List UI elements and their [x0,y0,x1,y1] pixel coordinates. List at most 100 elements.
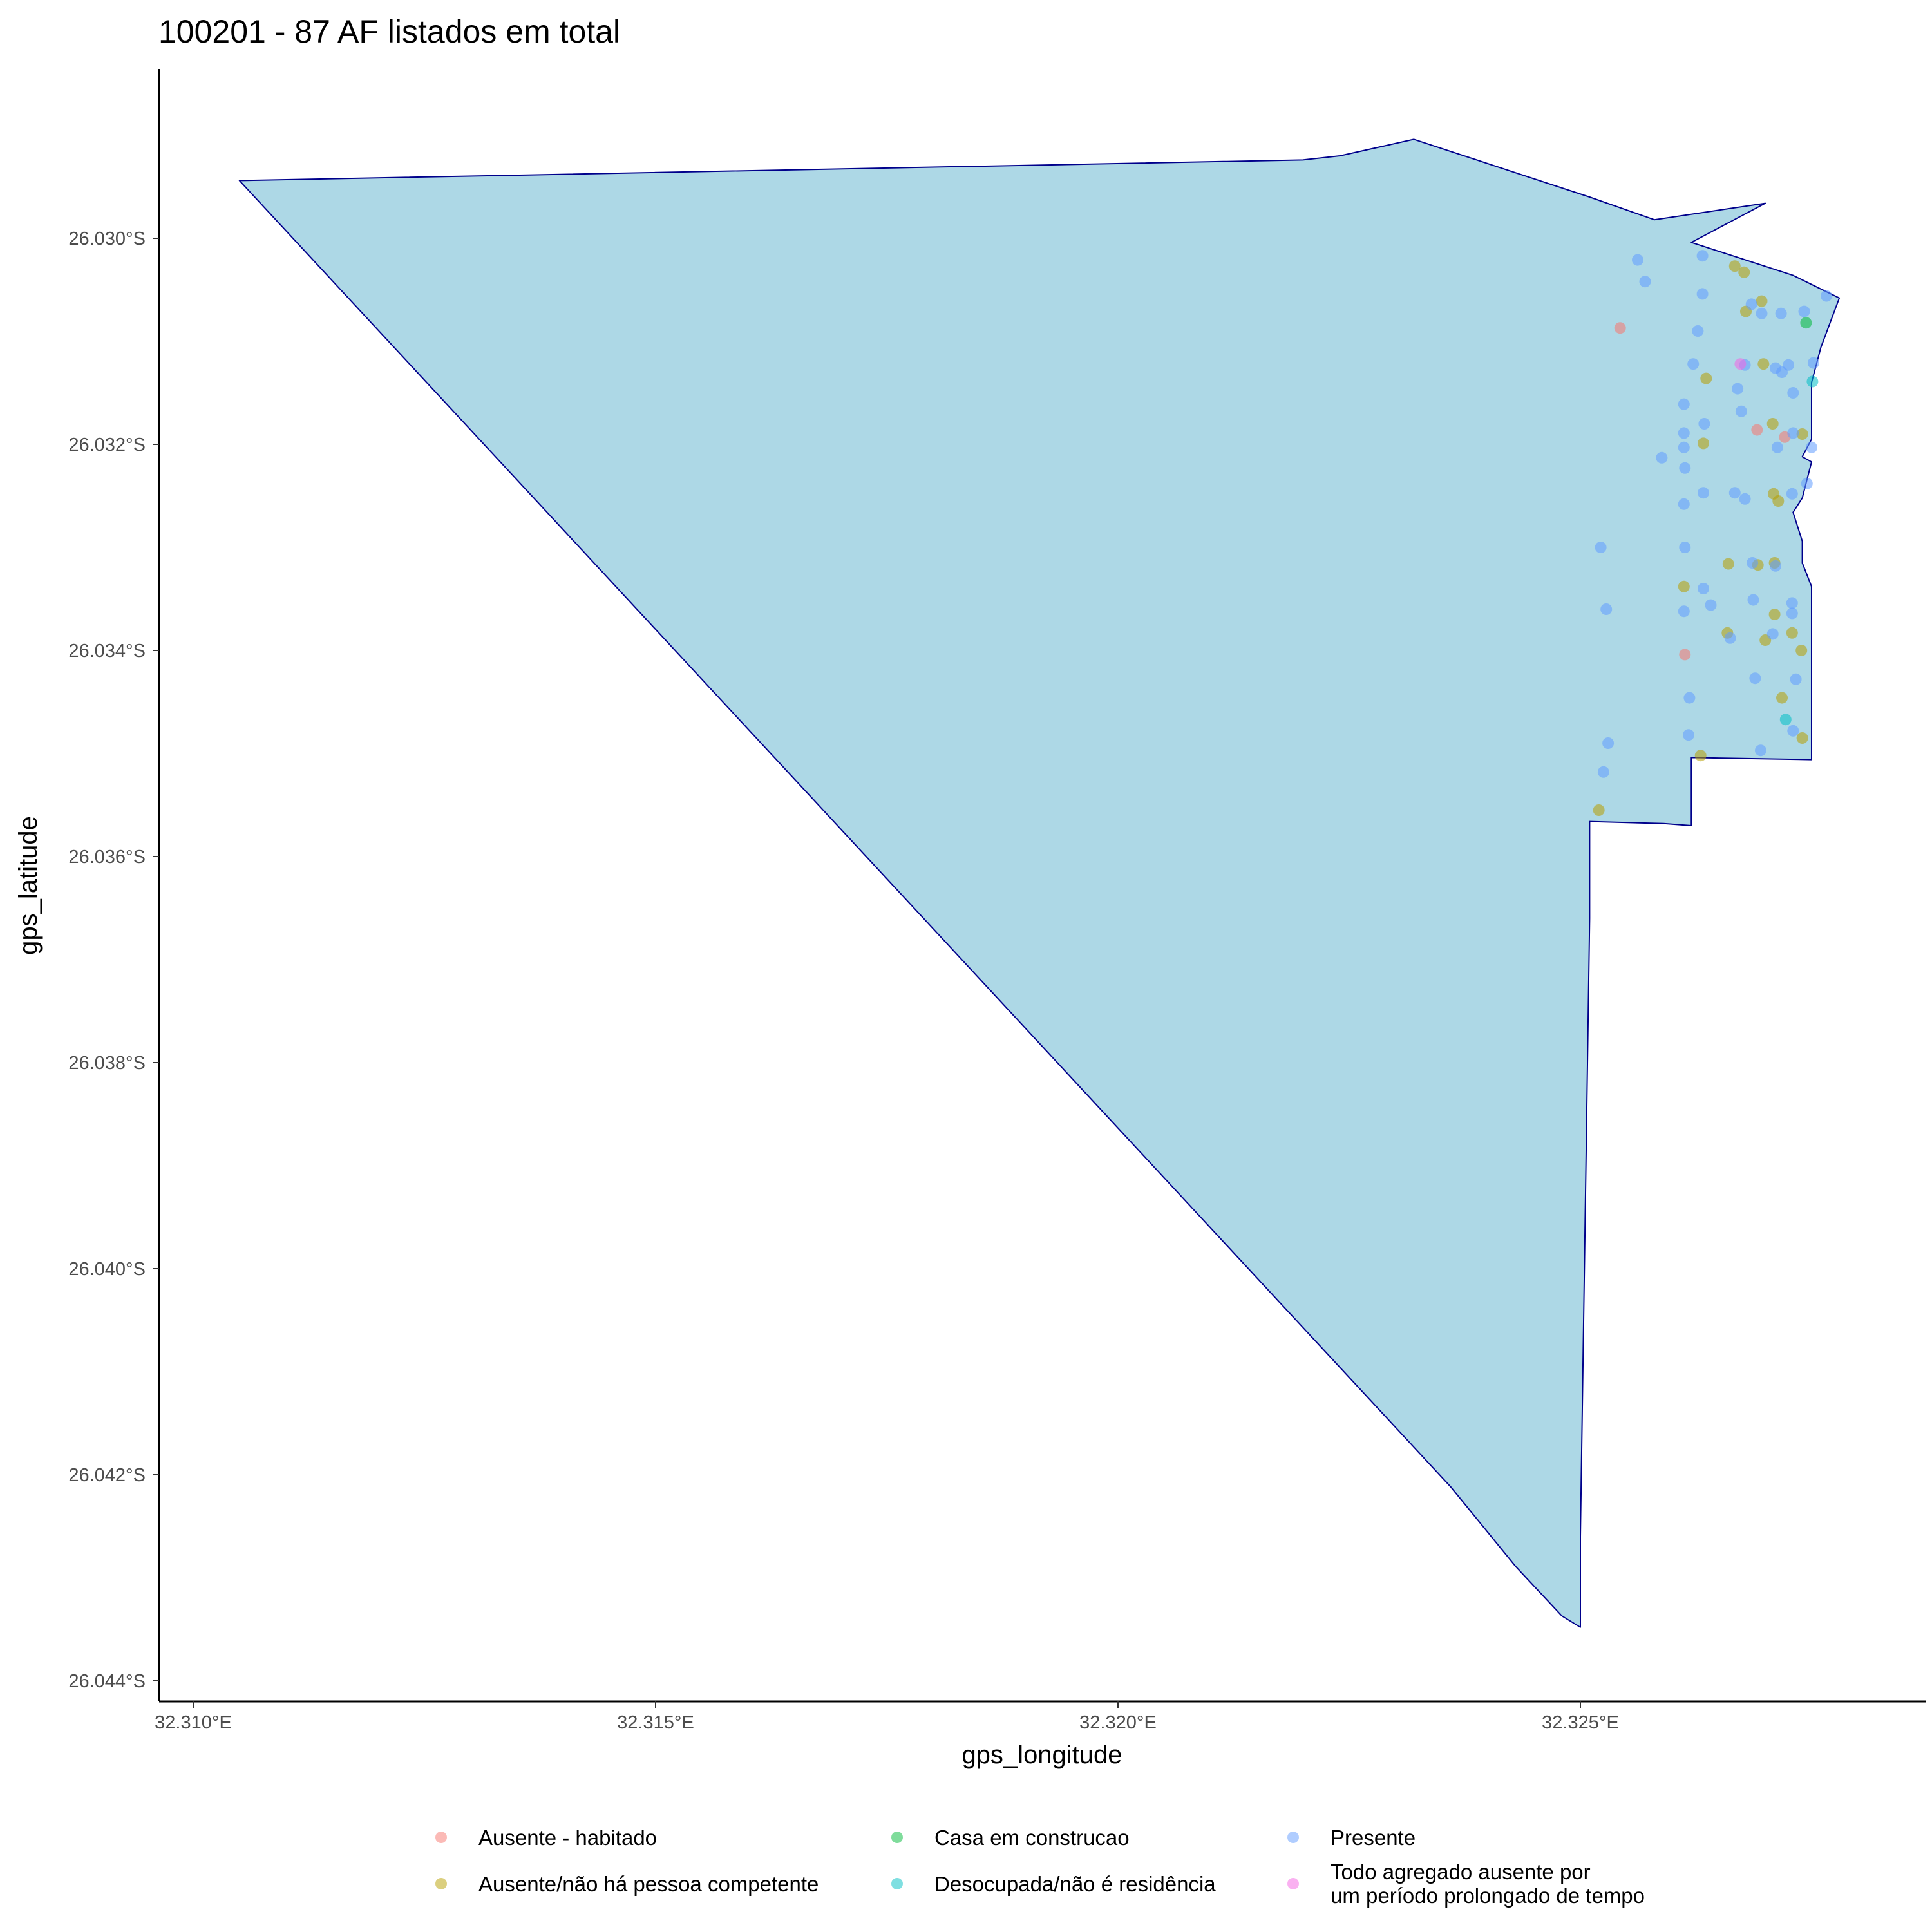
household-point [1796,732,1808,744]
household-point [1698,583,1709,594]
household-point [1783,359,1795,371]
y-tick-label: 26.034°S [68,641,146,661]
household-point [1728,260,1741,272]
series-4 [1595,250,1832,778]
legend-label-desocupada: Desocupada/não é residência [934,1872,1216,1896]
y-tick-label: 26.032°S [68,435,146,455]
chart-title: 100201 - 87 AF listados em total [158,14,620,50]
household-point [1739,493,1751,505]
household-point [1795,645,1808,656]
household-point [1692,325,1704,337]
household-point [1735,405,1747,417]
household-point [1800,317,1812,329]
y-axis-title: gps_latitude [14,816,43,955]
legend-key-desocupada [891,1878,903,1889]
household-point [1679,649,1691,661]
household-point [1696,250,1709,262]
x-tick-label: 32.310°E [155,1712,232,1733]
y-tick-label: 26.030°S [68,229,146,249]
household-point [1806,441,1817,453]
y-tick-label: 26.038°S [68,1053,146,1074]
legend-key-presente [1287,1832,1299,1843]
household-point [1678,580,1690,592]
household-point [1595,542,1607,553]
household-point [1738,266,1750,278]
household-point [1751,424,1763,436]
household-point [1787,387,1799,399]
household-point [1724,632,1736,644]
household-point [1786,627,1798,639]
household-point [1602,737,1615,749]
household-point [1766,628,1779,640]
y-axis-ticks: 26.030°S 26.032°S 26.034°S 26.036°S 26.038°S… [68,229,159,1692]
household-point [1807,357,1819,369]
household-point [1639,276,1651,288]
legend-key-ausente-nao-ha-pessoa [435,1878,447,1889]
household-point [1698,487,1709,499]
household-point [1698,437,1709,450]
legend: Ausente - habitado Ausente/não há pessoa… [435,1826,1645,1908]
household-point [1756,295,1768,307]
household-point [1732,383,1744,395]
household-point [1821,290,1832,302]
household-point [1786,597,1798,609]
household-point [1678,427,1690,439]
household-point [1593,804,1605,816]
legend-key-todo-agregado-ausente [1287,1878,1299,1889]
household-point [1796,428,1808,440]
x-tick-label: 32.315°E [617,1712,694,1733]
x-axis-ticks: 32.310°E 32.315°E 32.320°E 32.325°E [155,1701,1619,1733]
household-point [1694,750,1707,762]
series-5 [1734,358,1747,370]
series-3 [1779,375,1819,726]
household-point [1700,372,1712,384]
household-point [1766,418,1779,430]
household-point [1656,451,1668,464]
x-tick-label: 32.320°E [1079,1712,1157,1733]
household-point [1705,599,1717,611]
y-tick-label: 26.040°S [68,1259,146,1280]
x-tick-label: 32.325°E [1542,1712,1619,1733]
household-point [1728,487,1741,499]
household-point [1687,358,1700,370]
household-point [1696,288,1709,300]
household-point [1747,557,1759,569]
household-point [1790,673,1802,685]
plot-area [238,138,1841,1628]
household-point [1755,744,1766,757]
household-point [1597,766,1609,778]
household-point [1698,418,1710,430]
household-point [1770,560,1781,572]
household-point [1757,358,1770,370]
household-point [1734,358,1747,370]
household-point [1787,427,1799,439]
legend-label-ausente-habitado: Ausente - habitado [478,1826,657,1850]
household-point [1678,441,1690,453]
household-point [1745,298,1757,310]
series-0 [1614,322,1791,661]
household-point [1632,254,1643,266]
household-point [1683,729,1694,741]
legend-key-ausente-habitado [435,1832,447,1843]
y-tick-label: 26.042°S [68,1465,146,1486]
household-point [1806,375,1819,388]
household-point [1776,692,1788,704]
household-point [1756,307,1768,319]
legend-label-presente: Presente [1331,1826,1416,1850]
x-axis-title: gps_longitude [961,1741,1122,1769]
household-point [1768,609,1781,620]
y-tick-label: 26.044°S [68,1671,146,1692]
legend-key-casa-em-construcao [891,1832,903,1843]
household-point [1798,305,1810,317]
y-tick-label: 26.036°S [68,847,146,867]
legend-label-casa-em-construcao: Casa em construcao [934,1826,1130,1850]
household-point [1683,692,1696,704]
household-point [1678,498,1690,510]
household-point [1679,462,1691,474]
household-point [1801,477,1813,489]
area-boundary-polygon [238,138,1841,1628]
household-point [1722,558,1734,570]
legend-label-todo-agregado-ausente-line1: Todo agregado ausente por [1331,1860,1591,1884]
household-point [1679,542,1691,553]
